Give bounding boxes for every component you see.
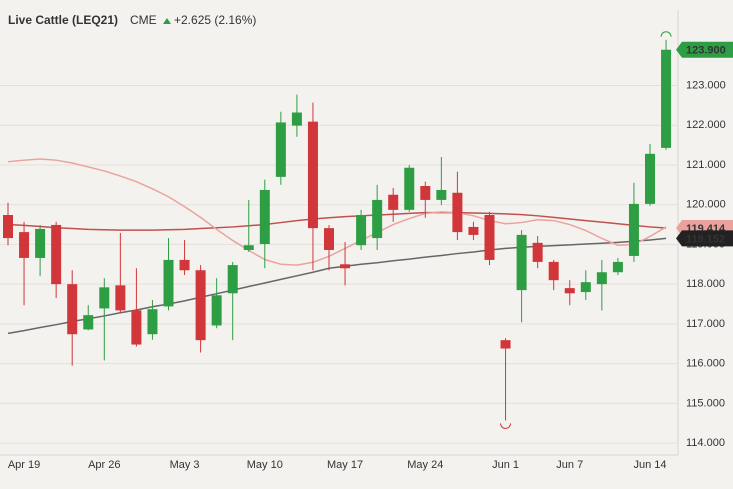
chart-title: Live Cattle (LEQ21)	[8, 13, 118, 27]
candle-body	[340, 264, 351, 269]
candle-body	[580, 282, 591, 293]
x-tick-label: May 10	[247, 459, 283, 471]
candle-body	[388, 194, 399, 210]
x-tick-label: Jun 7	[556, 459, 583, 471]
price-label: 123.900	[686, 45, 726, 57]
candle-body	[291, 112, 302, 126]
candle-body	[19, 232, 30, 258]
candle-body	[243, 245, 254, 250]
candle-body	[83, 315, 94, 330]
moving-average	[7, 237, 667, 335]
candle-body	[661, 49, 672, 148]
candle-body	[67, 284, 78, 335]
candle-body	[227, 265, 238, 294]
candle-body	[564, 288, 575, 294]
x-tick-label: Apr 19	[8, 459, 40, 471]
exchange: CME	[130, 13, 157, 27]
high-marker	[660, 31, 672, 37]
candle-body	[420, 186, 431, 200]
candle-body	[51, 224, 62, 285]
candle-body	[372, 199, 383, 239]
x-tick-label: May 17	[327, 459, 363, 471]
candle-body	[179, 259, 190, 271]
price-label-box	[676, 230, 733, 247]
up-arrow	[163, 18, 171, 24]
candle-body	[147, 309, 158, 335]
moving-average	[7, 158, 667, 266]
x-tick-label: Jun 1	[492, 459, 519, 471]
candle-body	[356, 215, 367, 246]
candle-body	[99, 287, 110, 309]
y-tick-label: 118.000	[686, 278, 725, 290]
y-tick-label: 117.000	[686, 318, 725, 330]
x-tick-label: Apr 26	[88, 459, 120, 471]
y-tick-label: 121.000	[686, 159, 726, 171]
price-label-box	[676, 41, 733, 58]
candle-body	[612, 261, 623, 273]
candle-body	[500, 340, 511, 349]
x-tick-label: Jun 14	[633, 459, 666, 471]
candle-body	[131, 310, 142, 345]
candle-body	[628, 203, 639, 256]
candle-body	[516, 234, 527, 291]
candle-body	[596, 272, 607, 285]
y-tick-label: 115.000	[686, 397, 725, 409]
y-tick-label: 114.000	[686, 437, 725, 449]
candle-body	[436, 189, 447, 200]
candle-body	[275, 122, 286, 177]
candle-body	[211, 295, 222, 326]
candle-body	[484, 215, 495, 260]
candle-body	[115, 285, 126, 311]
moving-average	[7, 211, 667, 231]
candle-body	[404, 167, 415, 210]
candle-body	[324, 228, 334, 250]
x-tick-label: May 3	[170, 459, 200, 471]
candle-body	[35, 228, 46, 258]
price-label: 119.152	[686, 233, 725, 245]
candle-body	[259, 189, 270, 245]
candle-body	[532, 242, 543, 262]
candle-body	[163, 259, 174, 307]
y-tick-label: 122.000	[686, 119, 726, 131]
candle-body	[195, 270, 206, 341]
change: +2.625 (2.16%)	[174, 13, 256, 27]
y-tick-label: 123.000	[686, 79, 726, 91]
candle-body	[452, 192, 463, 233]
candle-body	[307, 121, 318, 229]
candle-body	[3, 215, 13, 239]
candle-body	[548, 261, 559, 281]
candle-body	[468, 226, 479, 235]
low-marker	[500, 423, 512, 429]
y-tick-label: 120.000	[686, 199, 726, 211]
y-tick-label: 116.000	[686, 358, 725, 370]
x-tick-label: May 24	[407, 459, 443, 471]
candle-body	[645, 153, 655, 204]
